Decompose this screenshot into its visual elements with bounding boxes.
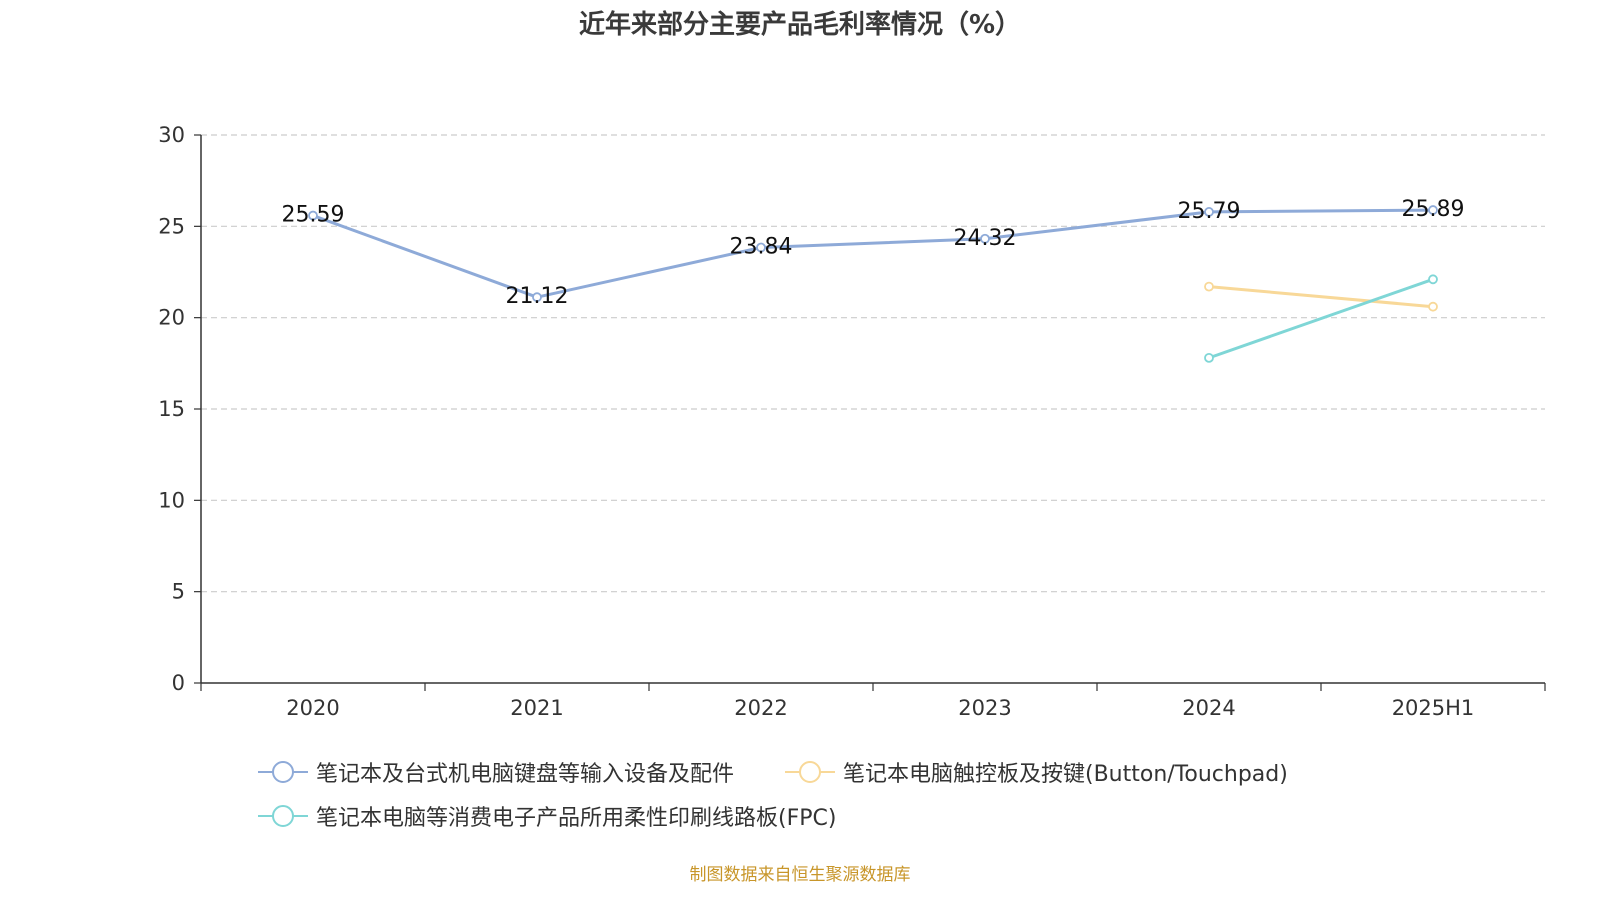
x-tick-label: 2022 [734, 696, 787, 720]
series-line-3 [1208, 277, 1434, 360]
x-tick-label: 2021 [510, 696, 563, 720]
data-label: 25.89 [1402, 197, 1465, 222]
y-tick-label: 25 [158, 214, 185, 238]
data-label: 24.32 [954, 226, 1017, 251]
data-label: 23.84 [730, 235, 793, 260]
x-tick-label: 2023 [958, 696, 1011, 720]
legend-label: 笔记本及台式机电脑键盘等输入设备及配件 [316, 762, 735, 787]
data-point [1428, 274, 1438, 285]
data-point [1428, 205, 1438, 215]
x-tick-label: 2020 [286, 696, 339, 720]
legend-marker-icon [785, 761, 835, 783]
legend-item-series-1[interactable]: 笔记本及台式机电脑键盘等输入设备及配件 [258, 756, 734, 788]
data-point [1204, 207, 1214, 217]
legend-item-series-2[interactable]: 笔记本电脑触控板及按键(Button/Touchpad) [785, 756, 1288, 788]
legend-label: 笔记本电脑触控板及按键(Button/Touchpad) [843, 762, 1288, 787]
data-label: 25.79 [1178, 199, 1241, 224]
series-line-1 [312, 208, 1434, 299]
legend-item-series-3[interactable]: 笔记本电脑等消费电子产品所用柔性印刷线路板(FPC) [258, 800, 836, 832]
data-point [1204, 352, 1214, 363]
data-label: 25.59 [282, 203, 345, 228]
chart-title: 近年来部分主要产品毛利率情况（%） [578, 10, 1022, 40]
y-tick-label: 5 [172, 580, 185, 604]
legend-marker-icon [258, 761, 308, 783]
data-label: 21.12 [506, 284, 569, 309]
y-tick-label: 30 [158, 123, 185, 147]
y-tick-label: 20 [158, 306, 185, 330]
y-tick-label: 0 [172, 671, 185, 695]
data-point [308, 210, 318, 221]
legend-label: 笔记本电脑等消费电子产品所用柔性印刷线路板(FPC) [316, 806, 837, 831]
y-tick-label: 10 [158, 488, 185, 512]
data-point [756, 242, 766, 253]
legend-marker-icon [258, 805, 308, 827]
x-tick-label: 2024 [1182, 696, 1235, 720]
data-point [1204, 281, 1214, 292]
x-tick-label: 2025H1 [1392, 696, 1475, 720]
y-tick-label: 15 [158, 397, 185, 421]
data-point [1428, 301, 1438, 312]
series-line-2 [1208, 285, 1434, 309]
data-point [980, 233, 990, 244]
data-point [532, 292, 542, 303]
source-note: 制图数据来自恒生聚源数据库 [689, 865, 911, 885]
